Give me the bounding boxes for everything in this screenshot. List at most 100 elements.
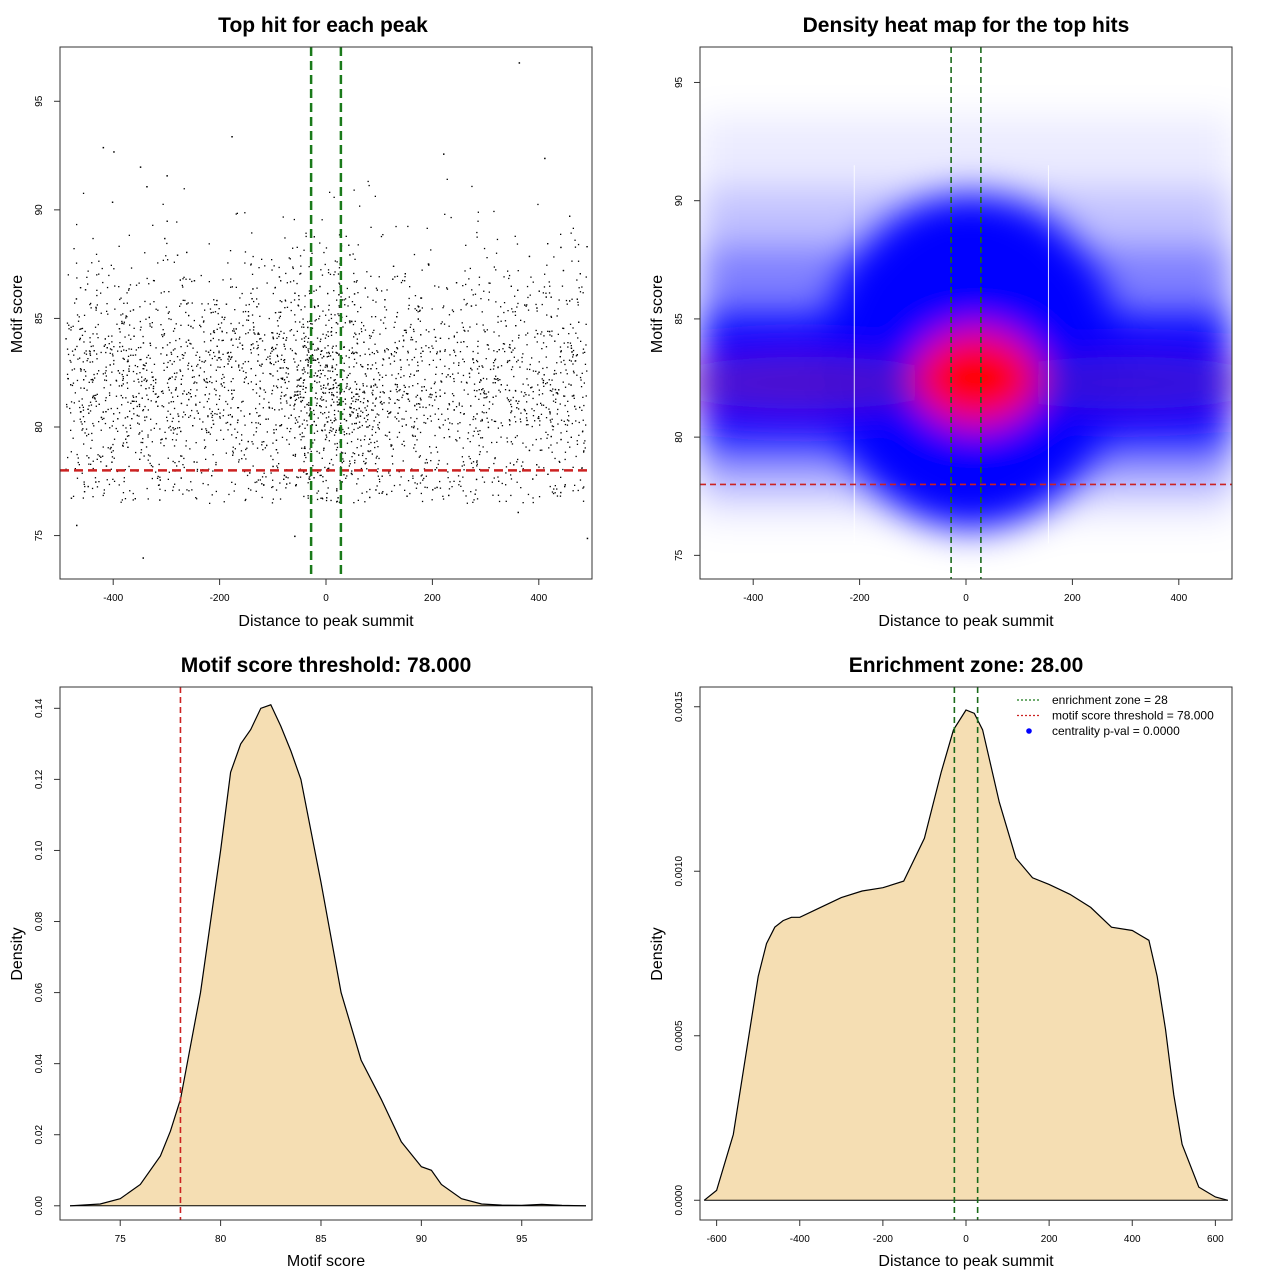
- scatter-point: [271, 332, 273, 334]
- scatter-point: [253, 300, 255, 303]
- scatter-point: [195, 497, 197, 499]
- scatter-point: [414, 435, 416, 437]
- scatter-point: [202, 421, 204, 423]
- scatter-point: [67, 274, 69, 276]
- scatter-point: [238, 338, 240, 340]
- scatter-point: [255, 490, 257, 492]
- scatter-point: [73, 420, 75, 422]
- scatter-point: [138, 282, 140, 284]
- scatter-point: [351, 473, 353, 476]
- scatter-point: [150, 400, 152, 402]
- scatter-point: [192, 369, 194, 372]
- scatter-point: [74, 302, 76, 304]
- scatter-point: [403, 445, 406, 447]
- scatter-point: [371, 434, 373, 436]
- scatter-point: [95, 400, 97, 402]
- scatter-point: [442, 498, 445, 500]
- scatter-point: [253, 326, 255, 328]
- scatter-point: [118, 412, 121, 414]
- scatter-point: [244, 361, 246, 363]
- scatter-point: [348, 349, 350, 351]
- scatter-point: [281, 354, 283, 356]
- scatter-point: [94, 377, 96, 379]
- scatter-point: [235, 338, 237, 340]
- scatter-point: [582, 292, 584, 294]
- scatter-point: [331, 365, 333, 367]
- scatter-point: [121, 322, 123, 324]
- scatter-point: [453, 335, 455, 337]
- scatter-point: [550, 435, 552, 438]
- scatter-point: [176, 221, 178, 223]
- scatter-point: [575, 332, 577, 334]
- scatter-point: [219, 416, 221, 418]
- scatter-point: [494, 420, 497, 423]
- scatter-point: [146, 369, 148, 371]
- scatter-point: [299, 321, 301, 323]
- scatter-point: [413, 330, 415, 333]
- scatter-point: [582, 500, 585, 502]
- scatter-point: [534, 420, 536, 422]
- scatter-point: [252, 288, 254, 290]
- scatter-point: [271, 269, 273, 271]
- scatter-point: [421, 360, 423, 362]
- scatter-point: [193, 376, 195, 378]
- scatter-point: [320, 469, 322, 471]
- scatter-point: [300, 439, 302, 441]
- scatter-point: [388, 402, 390, 404]
- scatter-point: [317, 358, 319, 360]
- scatter-point: [584, 440, 586, 442]
- scatter-point: [404, 489, 406, 491]
- scatter-point: [70, 361, 72, 363]
- scatter-point: [514, 295, 516, 297]
- scatter-point: [200, 326, 202, 328]
- scatter-point: [425, 422, 427, 424]
- scatter-point: [401, 443, 403, 445]
- scatter-point: [212, 419, 214, 422]
- scatter-point: [303, 367, 305, 369]
- scatter-point: [299, 273, 301, 275]
- scatter-point: [316, 430, 319, 432]
- scatter-point: [447, 471, 449, 473]
- scatter-point: [500, 422, 502, 424]
- scatter-point: [563, 342, 565, 344]
- scatter-point: [549, 485, 551, 488]
- scatter-point: [315, 392, 317, 394]
- scatter-point: [476, 236, 478, 238]
- scatter-point: [185, 311, 187, 314]
- scatter-point: [162, 392, 164, 394]
- scatter-point: [473, 499, 475, 501]
- scatter-point: [109, 427, 111, 429]
- scatter-point: [316, 498, 319, 501]
- distance-density-y-tick-label: 0.0000: [674, 1185, 685, 1216]
- scatter-point: [182, 278, 184, 280]
- scatter-point: [378, 478, 381, 480]
- scatter-point: [242, 363, 244, 365]
- legend-label: centrality p-val = 0.0000: [1052, 724, 1180, 738]
- scatter-point: [564, 484, 566, 486]
- scatter-point: [353, 304, 356, 306]
- scatter-point: [151, 326, 153, 328]
- scatter-point: [149, 303, 151, 305]
- scatter-point: [281, 377, 284, 379]
- scatter-point: [114, 308, 116, 310]
- scatter-point: [175, 376, 177, 378]
- scatter-point: [286, 282, 288, 284]
- scatter-point: [294, 535, 296, 538]
- scatter-point: [489, 282, 491, 284]
- scatter-point: [416, 394, 419, 396]
- scatter-point: [142, 410, 144, 412]
- scatter-point: [283, 395, 286, 397]
- scatter-point: [307, 359, 309, 361]
- scatter-point: [299, 425, 301, 427]
- scatter-point: [430, 249, 432, 251]
- scatter-point: [304, 452, 306, 455]
- scatter-point: [310, 323, 312, 325]
- scatter-point: [89, 303, 91, 306]
- scatter-point: [314, 359, 317, 361]
- scatter-point: [180, 430, 182, 433]
- scatter-point: [321, 357, 323, 359]
- scatter-point: [189, 278, 191, 280]
- scatter-point: [432, 489, 434, 491]
- scatter-point: [549, 411, 551, 413]
- scatter-point: [170, 318, 172, 321]
